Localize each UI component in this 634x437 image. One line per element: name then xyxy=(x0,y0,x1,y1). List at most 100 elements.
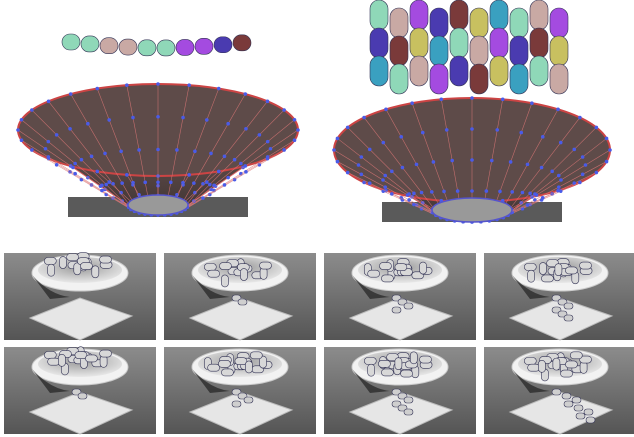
mesh-node xyxy=(445,128,449,132)
pill xyxy=(75,352,87,359)
mesh-node xyxy=(223,154,227,158)
mesh-node xyxy=(368,181,372,185)
mesh-node xyxy=(73,172,77,176)
mesh-node xyxy=(572,148,576,152)
pill xyxy=(524,263,536,270)
mesh-node xyxy=(244,127,248,131)
mesh-node xyxy=(90,154,94,158)
pill xyxy=(100,350,112,357)
pill xyxy=(550,8,568,38)
mesh-node xyxy=(401,166,405,170)
mesh-node xyxy=(233,158,237,162)
pill xyxy=(157,40,175,56)
mesh-node xyxy=(501,98,505,102)
mesh-node xyxy=(470,127,474,131)
mesh-node xyxy=(470,189,474,193)
mesh-node xyxy=(584,163,588,167)
mesh-node xyxy=(605,160,609,164)
pill xyxy=(410,352,417,364)
pill xyxy=(570,352,582,359)
mesh-node xyxy=(55,133,59,137)
mesh-node xyxy=(498,190,502,194)
mesh-node xyxy=(296,128,300,132)
mesh-node xyxy=(100,184,104,188)
pill xyxy=(62,34,80,50)
pill xyxy=(368,364,375,376)
pill xyxy=(401,370,413,377)
mesh-node xyxy=(30,108,34,112)
pill xyxy=(530,56,548,86)
pill xyxy=(430,8,448,38)
pill xyxy=(530,0,548,30)
pill xyxy=(553,358,560,370)
mesh-node xyxy=(208,183,212,187)
pill xyxy=(430,64,448,94)
pill xyxy=(44,351,56,358)
mesh-node xyxy=(95,170,99,174)
pill xyxy=(260,262,272,269)
mesh-node xyxy=(104,183,108,187)
mesh-node xyxy=(47,140,51,144)
mesh-node xyxy=(595,171,599,175)
mesh-node xyxy=(410,101,414,105)
pill xyxy=(378,360,390,367)
pill xyxy=(410,56,428,86)
pill xyxy=(574,405,583,411)
mesh-node xyxy=(193,149,197,153)
pill xyxy=(78,393,87,399)
mesh-node xyxy=(381,141,385,145)
mesh-node xyxy=(201,182,205,186)
pill xyxy=(470,8,488,38)
mesh-node xyxy=(293,118,297,122)
mesh-node xyxy=(244,170,248,174)
pill xyxy=(510,36,528,66)
mesh-node xyxy=(485,189,489,193)
mesh-node xyxy=(556,189,560,193)
pill xyxy=(80,263,92,270)
mesh-node xyxy=(100,189,104,193)
mesh-node xyxy=(137,148,141,152)
mesh-node xyxy=(346,171,350,175)
pill xyxy=(450,56,468,86)
mesh-node xyxy=(578,181,582,185)
mesh-node xyxy=(156,180,160,184)
pill xyxy=(510,64,528,94)
pill xyxy=(250,352,262,359)
mesh-node xyxy=(432,160,436,164)
pill xyxy=(195,38,213,54)
pill xyxy=(44,257,56,264)
pill xyxy=(218,360,230,367)
mesh-node xyxy=(169,181,173,185)
pill xyxy=(364,357,376,364)
pill xyxy=(524,357,536,364)
mesh-node xyxy=(540,166,544,170)
pill xyxy=(528,270,535,282)
pill xyxy=(392,307,401,313)
mesh-node xyxy=(243,92,247,96)
mesh-node xyxy=(605,137,609,141)
pill xyxy=(430,36,448,66)
mesh-node xyxy=(125,83,129,87)
mesh-node xyxy=(80,158,84,162)
pill xyxy=(370,56,388,86)
pill xyxy=(576,413,585,419)
mesh-node xyxy=(332,148,336,152)
mesh-node xyxy=(439,98,443,102)
mesh-node xyxy=(533,192,537,196)
mesh-node xyxy=(212,184,216,188)
mesh-node xyxy=(205,118,209,122)
figure xyxy=(0,0,634,437)
mesh-node xyxy=(131,116,135,120)
mesh-node xyxy=(103,152,107,156)
pill xyxy=(390,8,408,38)
mesh-node xyxy=(269,147,273,151)
mesh-node xyxy=(407,192,411,196)
mesh-node xyxy=(44,147,48,151)
mesh-node xyxy=(55,163,59,167)
pill xyxy=(176,39,194,55)
pill xyxy=(245,361,252,373)
pill xyxy=(235,358,247,365)
mesh-node xyxy=(156,148,160,152)
pill xyxy=(580,262,592,269)
mesh-node xyxy=(239,162,243,166)
